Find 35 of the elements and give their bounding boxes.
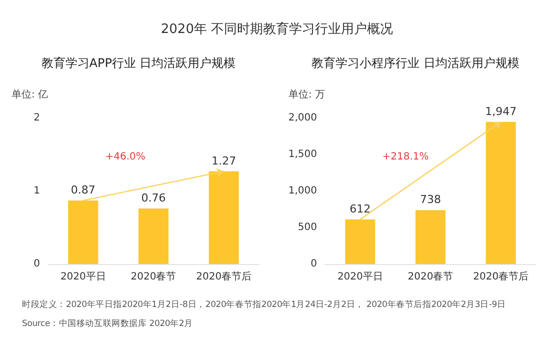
y-tick-label: 0	[34, 258, 40, 270]
y-tick-label: 500	[298, 222, 317, 233]
data-label: 1.27	[212, 154, 236, 168]
bar	[138, 208, 168, 264]
data-label: 0.87	[70, 183, 96, 196]
data-label: 1,947	[485, 104, 517, 118]
x-tick-label: 2020春节后	[473, 270, 529, 282]
x-tick-label: 2020平日	[337, 272, 383, 282]
x-tick-label: 2020春节	[408, 270, 454, 282]
chart-title: 教育学习小程序行业 日均活跃用户规模	[312, 56, 520, 70]
text: 时段定义：2020年平日指2020年1月2日-8日，2020年春节指2020年1月24日-2月2日， 2020年春节后指2020年2月3日-9日	[22, 298, 506, 312]
y-tick-label: 1	[34, 186, 40, 196]
bar	[68, 200, 98, 264]
y-tick-label: 1,500	[288, 149, 317, 160]
y-axis-title: 单位: 万	[288, 88, 325, 100]
y-tick-label: 2,000	[288, 112, 317, 124]
x-tick-label: 2020平日	[60, 272, 106, 282]
bar	[416, 210, 446, 264]
x-tick-label: 2020春节后	[196, 270, 252, 282]
y-tick-label: 0	[310, 258, 317, 270]
data-label: 0.76	[141, 192, 166, 205]
chart-title: 教育学习APP行业 日均活跃用户规模	[41, 56, 236, 70]
y-tick-label: 1,000	[288, 186, 317, 196]
annotation: +46.0%	[105, 152, 146, 162]
source-note: Source：中国移动互联网数据库 2020年2月	[22, 318, 194, 331]
data-label: 612	[350, 202, 371, 216]
bar	[345, 219, 376, 264]
data-label: 738	[420, 193, 441, 206]
bar	[208, 171, 239, 264]
annotation: +218.1%	[382, 152, 429, 162]
text: 2020年 不同时期教育学习行业用户概况	[160, 20, 394, 38]
y-axis-title: 单位: 亿	[11, 88, 48, 100]
y-tick-label: 2	[34, 112, 40, 124]
bar	[486, 122, 516, 264]
x-tick-label: 2020春节	[130, 270, 176, 282]
